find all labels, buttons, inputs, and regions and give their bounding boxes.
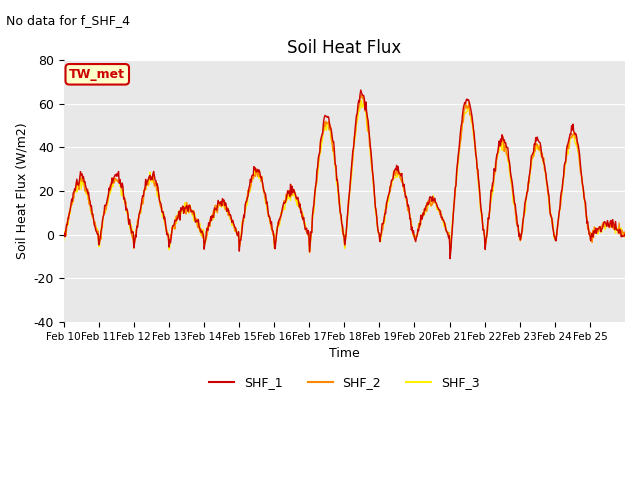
- Text: TW_met: TW_met: [69, 68, 125, 81]
- Legend: SHF_1, SHF_2, SHF_3: SHF_1, SHF_2, SHF_3: [204, 372, 484, 395]
- Text: No data for f_SHF_4: No data for f_SHF_4: [6, 14, 131, 27]
- Title: Soil Heat Flux: Soil Heat Flux: [287, 39, 401, 57]
- X-axis label: Time: Time: [329, 347, 360, 360]
- Y-axis label: Soil Heat Flux (W/m2): Soil Heat Flux (W/m2): [15, 123, 28, 259]
